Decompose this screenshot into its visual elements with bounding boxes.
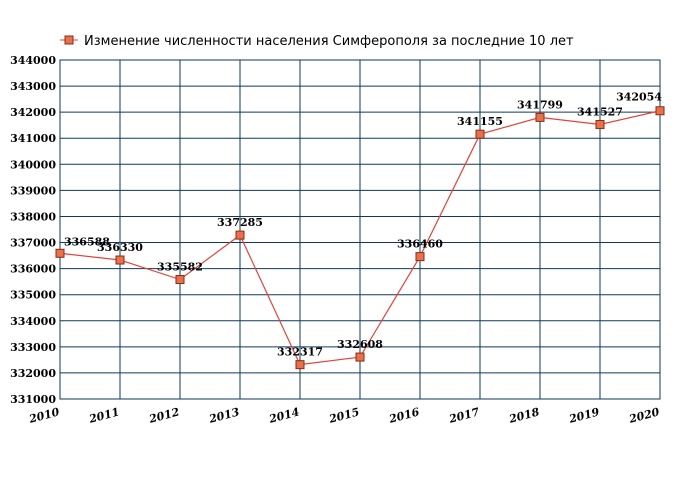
data-label: 332608 xyxy=(337,338,383,351)
x-tick-label: 2015 xyxy=(327,405,361,426)
data-point xyxy=(295,360,305,370)
y-tick-label: 338000 xyxy=(10,210,56,223)
y-tick-label: 343000 xyxy=(10,80,56,93)
data-point xyxy=(535,112,545,122)
data-label: 341155 xyxy=(457,115,503,128)
y-tick-label: 340000 xyxy=(10,158,56,171)
data-label: 332317 xyxy=(277,346,323,359)
grid xyxy=(59,59,661,400)
data-label: 337285 xyxy=(217,216,263,229)
x-tick-label: 2016 xyxy=(387,405,421,426)
y-tick-label: 342000 xyxy=(10,106,56,119)
data-label: 341799 xyxy=(517,98,563,111)
y-tick-label: 334000 xyxy=(10,315,56,328)
data-point xyxy=(235,230,245,240)
legend: Изменение численности населения Симфероп… xyxy=(60,34,574,49)
data-label: 336460 xyxy=(397,238,443,251)
data-point xyxy=(175,275,185,285)
x-tick-label: 2019 xyxy=(567,405,601,426)
data-label: 336588 xyxy=(64,235,110,248)
plot-frame xyxy=(59,59,661,400)
x-tick-label: 2013 xyxy=(207,405,241,426)
data-point xyxy=(355,352,365,362)
y-tick-label: 332000 xyxy=(10,367,56,380)
x-tick-label: 2020 xyxy=(627,405,661,426)
y-tick-label: 336000 xyxy=(10,263,56,276)
y-tick-label: 341000 xyxy=(10,132,56,145)
data-label: 335582 xyxy=(157,261,203,274)
data-point xyxy=(55,248,65,258)
x-tick-label: 2017 xyxy=(447,405,481,426)
legend-marker xyxy=(64,35,74,45)
y-tick-label: 339000 xyxy=(10,184,56,197)
legend-label: Изменение численности населения Симфероп… xyxy=(84,34,574,49)
y-tick-label: 344000 xyxy=(10,54,56,67)
x-tick-label: 2011 xyxy=(87,405,121,426)
data-label: 342054 xyxy=(616,91,662,104)
x-tick-label: 2012 xyxy=(147,405,181,426)
data-label: 341527 xyxy=(577,105,623,118)
series xyxy=(55,106,665,370)
y-tick-label: 333000 xyxy=(10,341,56,354)
y-axis: 331000 332000 333000 334000 335000 336000 3370… xyxy=(10,54,56,406)
x-axis: 2010 2011 2012 2013 2014 2015 2016 2017 2018 2019… xyxy=(27,405,661,426)
x-tick-label: 2014 xyxy=(267,405,301,426)
data-point xyxy=(115,255,125,265)
y-tick-label: 337000 xyxy=(10,237,56,250)
x-tick-label: 2018 xyxy=(507,405,541,426)
y-tick-label: 331000 xyxy=(10,393,56,406)
data-point xyxy=(415,252,425,262)
data-label: 336330 xyxy=(97,241,143,254)
data-point xyxy=(595,119,605,129)
y-tick-label: 335000 xyxy=(10,289,56,302)
data-point xyxy=(655,106,665,116)
data-point xyxy=(475,129,485,139)
x-tick-label: 2010 xyxy=(27,405,61,426)
